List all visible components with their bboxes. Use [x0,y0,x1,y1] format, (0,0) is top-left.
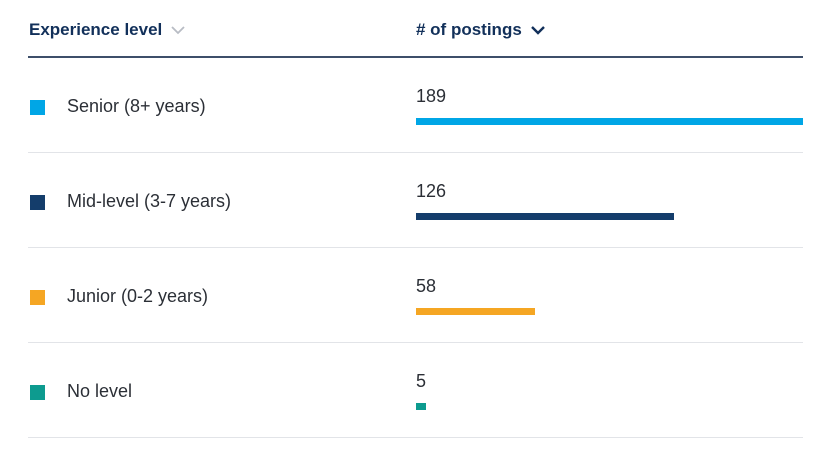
legend-swatch [30,100,45,115]
postings-count: 126 [416,181,447,201]
postings-bar [416,118,803,125]
table-row: Mid-level (3-7 years) 126 [28,153,803,248]
postings-count: 189 [416,86,447,106]
chevron-down-icon [171,26,185,35]
sort-by-experience-level[interactable]: Experience level [29,20,186,40]
postings-bar [416,403,426,410]
experience-level-label: Senior (8+ years) [67,96,206,116]
experience-level-label: Junior (0-2 years) [67,286,209,306]
sort-by-postings[interactable]: # of postings [416,20,546,40]
postings-header-label: # of postings [416,20,522,39]
table-row: Senior (8+ years) 189 [28,58,803,153]
experience-level-header-label: Experience level [29,20,163,39]
legend-swatch [30,385,45,400]
legend-swatch [30,195,45,210]
chevron-down-icon [530,26,545,35]
postings-bar [416,213,674,220]
experience-level-table: Experience level # of postings Senior (8… [28,0,803,438]
postings-count: 5 [416,371,427,391]
table-row: No level 5 [28,343,803,438]
experience-level-label: No level [67,381,133,401]
table-header: Experience level # of postings [28,0,803,58]
legend-swatch [30,290,45,305]
postings-count: 58 [416,276,437,296]
experience-level-label: Mid-level (3-7 years) [67,191,232,211]
postings-bar [416,308,535,315]
table-row: Junior (0-2 years) 58 [28,248,803,343]
